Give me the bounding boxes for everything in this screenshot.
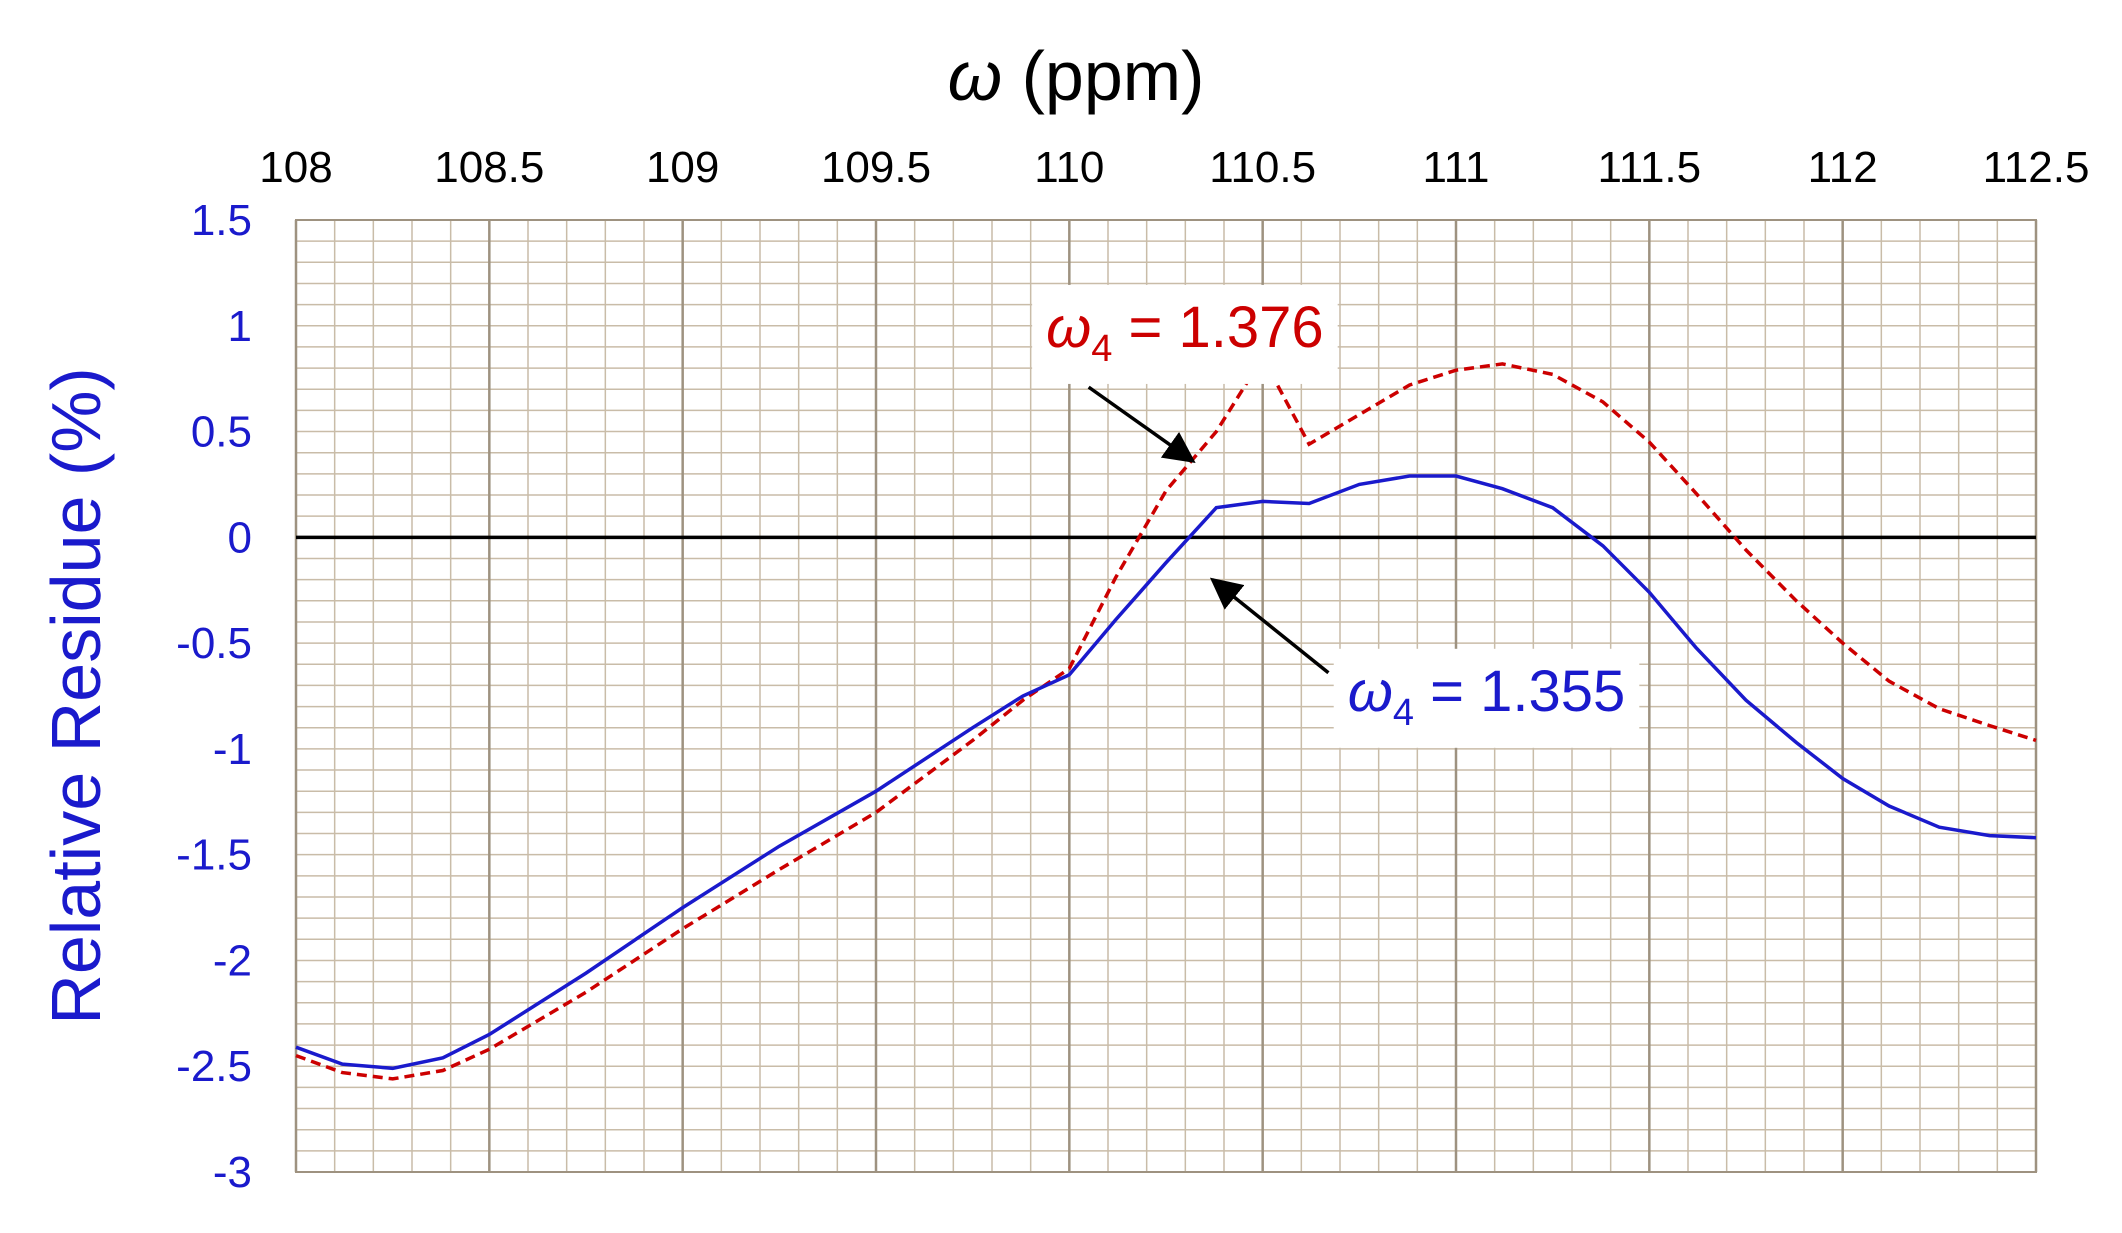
annotation-label: ω4 = 1.376 xyxy=(1046,295,1324,370)
annotation-1: ω4 = 1.355 xyxy=(1209,577,1640,748)
y-tick-label: -2 xyxy=(213,936,252,985)
y-tick-label: -1.5 xyxy=(176,831,252,880)
annotation-value: = 1.376 xyxy=(1112,295,1323,360)
x-tick-label: 109 xyxy=(646,143,719,192)
annotation-value: = 1.355 xyxy=(1414,659,1625,724)
annotation-subscript: 4 xyxy=(1393,692,1414,734)
x-axis-title-symbol: ω xyxy=(948,37,1003,115)
annotation-label: ω4 = 1.355 xyxy=(1348,659,1626,734)
x-axis-title-unit: (ppm) xyxy=(1002,37,1204,115)
annotation-label-background xyxy=(1333,648,1640,748)
plot-area-border xyxy=(295,219,2037,1173)
annotation-symbol: ω xyxy=(1046,295,1091,360)
y-tick-label: -0.5 xyxy=(176,619,252,668)
x-tick-label: 108 xyxy=(259,143,332,192)
x-tick-label: 111.5 xyxy=(1598,143,1702,192)
x-tick-label: 109.5 xyxy=(821,143,931,192)
series-line-blue-solid xyxy=(295,474,2037,1071)
x-axis-title: ω (ppm) xyxy=(948,37,1205,115)
series-layer xyxy=(295,354,2037,1081)
y-axis-tick-labels: 1.5 1 0.5 0 -0.5 -1 -1.5 -2 -2.5 -3 xyxy=(176,196,252,1197)
x-tick-label: 110 xyxy=(1034,143,1104,192)
x-tick-label: 112.5 xyxy=(1983,143,2090,192)
x-tick-label: 111 xyxy=(1423,143,1490,192)
annotation-subscript: 4 xyxy=(1091,328,1112,370)
y-tick-label: -1 xyxy=(213,725,252,774)
x-tick-label: 108.5 xyxy=(434,143,544,192)
y-tick-label: -2.5 xyxy=(176,1042,252,1091)
annotation-label-background xyxy=(1032,284,1338,384)
annotation-arrow xyxy=(1209,577,1330,675)
y-tick-label: 1 xyxy=(228,302,252,351)
annotation-arrow xyxy=(1087,385,1196,463)
series-line-red-dashed xyxy=(295,354,2037,1081)
annotation-0: ω4 = 1.376 xyxy=(1032,284,1338,463)
y-axis-title: Relative Residue (%) xyxy=(37,367,115,1024)
x-tick-label: 110.5 xyxy=(1209,143,1316,192)
annotation-symbol: ω xyxy=(1348,659,1393,724)
y-tick-label: -3 xyxy=(213,1148,252,1197)
y-tick-label: 1.5 xyxy=(191,196,252,245)
x-tick-label: 112 xyxy=(1808,143,1878,192)
y-tick-label: 0 xyxy=(228,513,252,562)
x-axis-tick-labels: 108 108.5 109 109.5 110 110.5 111 111.5 112 112.5 xyxy=(259,143,2089,192)
y-tick-label: 0.5 xyxy=(191,408,252,457)
